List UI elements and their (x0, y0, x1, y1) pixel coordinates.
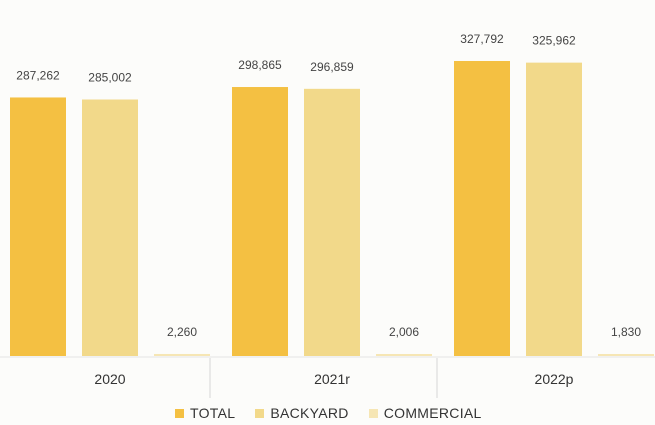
legend-swatch (368, 408, 378, 418)
bar-total-2021r (232, 87, 288, 357)
bar-backyard-2020 (82, 99, 138, 356)
bar-backyard-2021r (304, 88, 360, 356)
x-tick-label-2020: 2020 (94, 371, 125, 387)
x-tick-label-2022p: 2022p (535, 371, 574, 387)
legend-item-total: TOTAL (175, 405, 235, 421)
legend-item-commercial: COMMERCIAL (368, 405, 482, 421)
data-label-total-2022p: 327,792 (460, 32, 504, 46)
legend-label: BACKYARD (270, 405, 349, 421)
data-label-backyard-2021r: 296,859 (310, 60, 354, 74)
data-label-commercial-2021r: 2,006 (389, 325, 419, 339)
data-label-commercial-2022p: 1,830 (611, 325, 641, 339)
chart-legend: TOTAL BACKYARD COMMERCIAL (175, 405, 482, 421)
bar-commercial-2020 (154, 353, 210, 356)
bar-total-2022p (454, 60, 510, 356)
data-label-backyard-2022p: 325,962 (532, 34, 576, 48)
legend-item-backyard: BACKYARD (255, 405, 348, 421)
legend-swatch (175, 408, 184, 418)
data-label-backyard-2020: 285,002 (88, 70, 132, 84)
data-label-total-2021r: 298,865 (238, 58, 282, 72)
legend-label: COMMERCIAL (383, 405, 482, 421)
bar-backyard-2022p (526, 62, 582, 356)
x-tick-label-2021r: 2021r (314, 371, 350, 387)
data-label-commercial-2020: 2,260 (167, 325, 197, 339)
legend-swatch (255, 408, 265, 418)
legend-label: TOTAL (190, 405, 236, 421)
bar-commercial-2021r (376, 354, 432, 356)
data-label-total-2020: 287,262 (16, 68, 60, 82)
bar-chart: 287,262 285,002 2,260 2020 298,865 296,859 2,0… (0, 32, 655, 398)
bar-commercial-2022p (598, 354, 654, 356)
bar-total-2020 (10, 97, 66, 356)
